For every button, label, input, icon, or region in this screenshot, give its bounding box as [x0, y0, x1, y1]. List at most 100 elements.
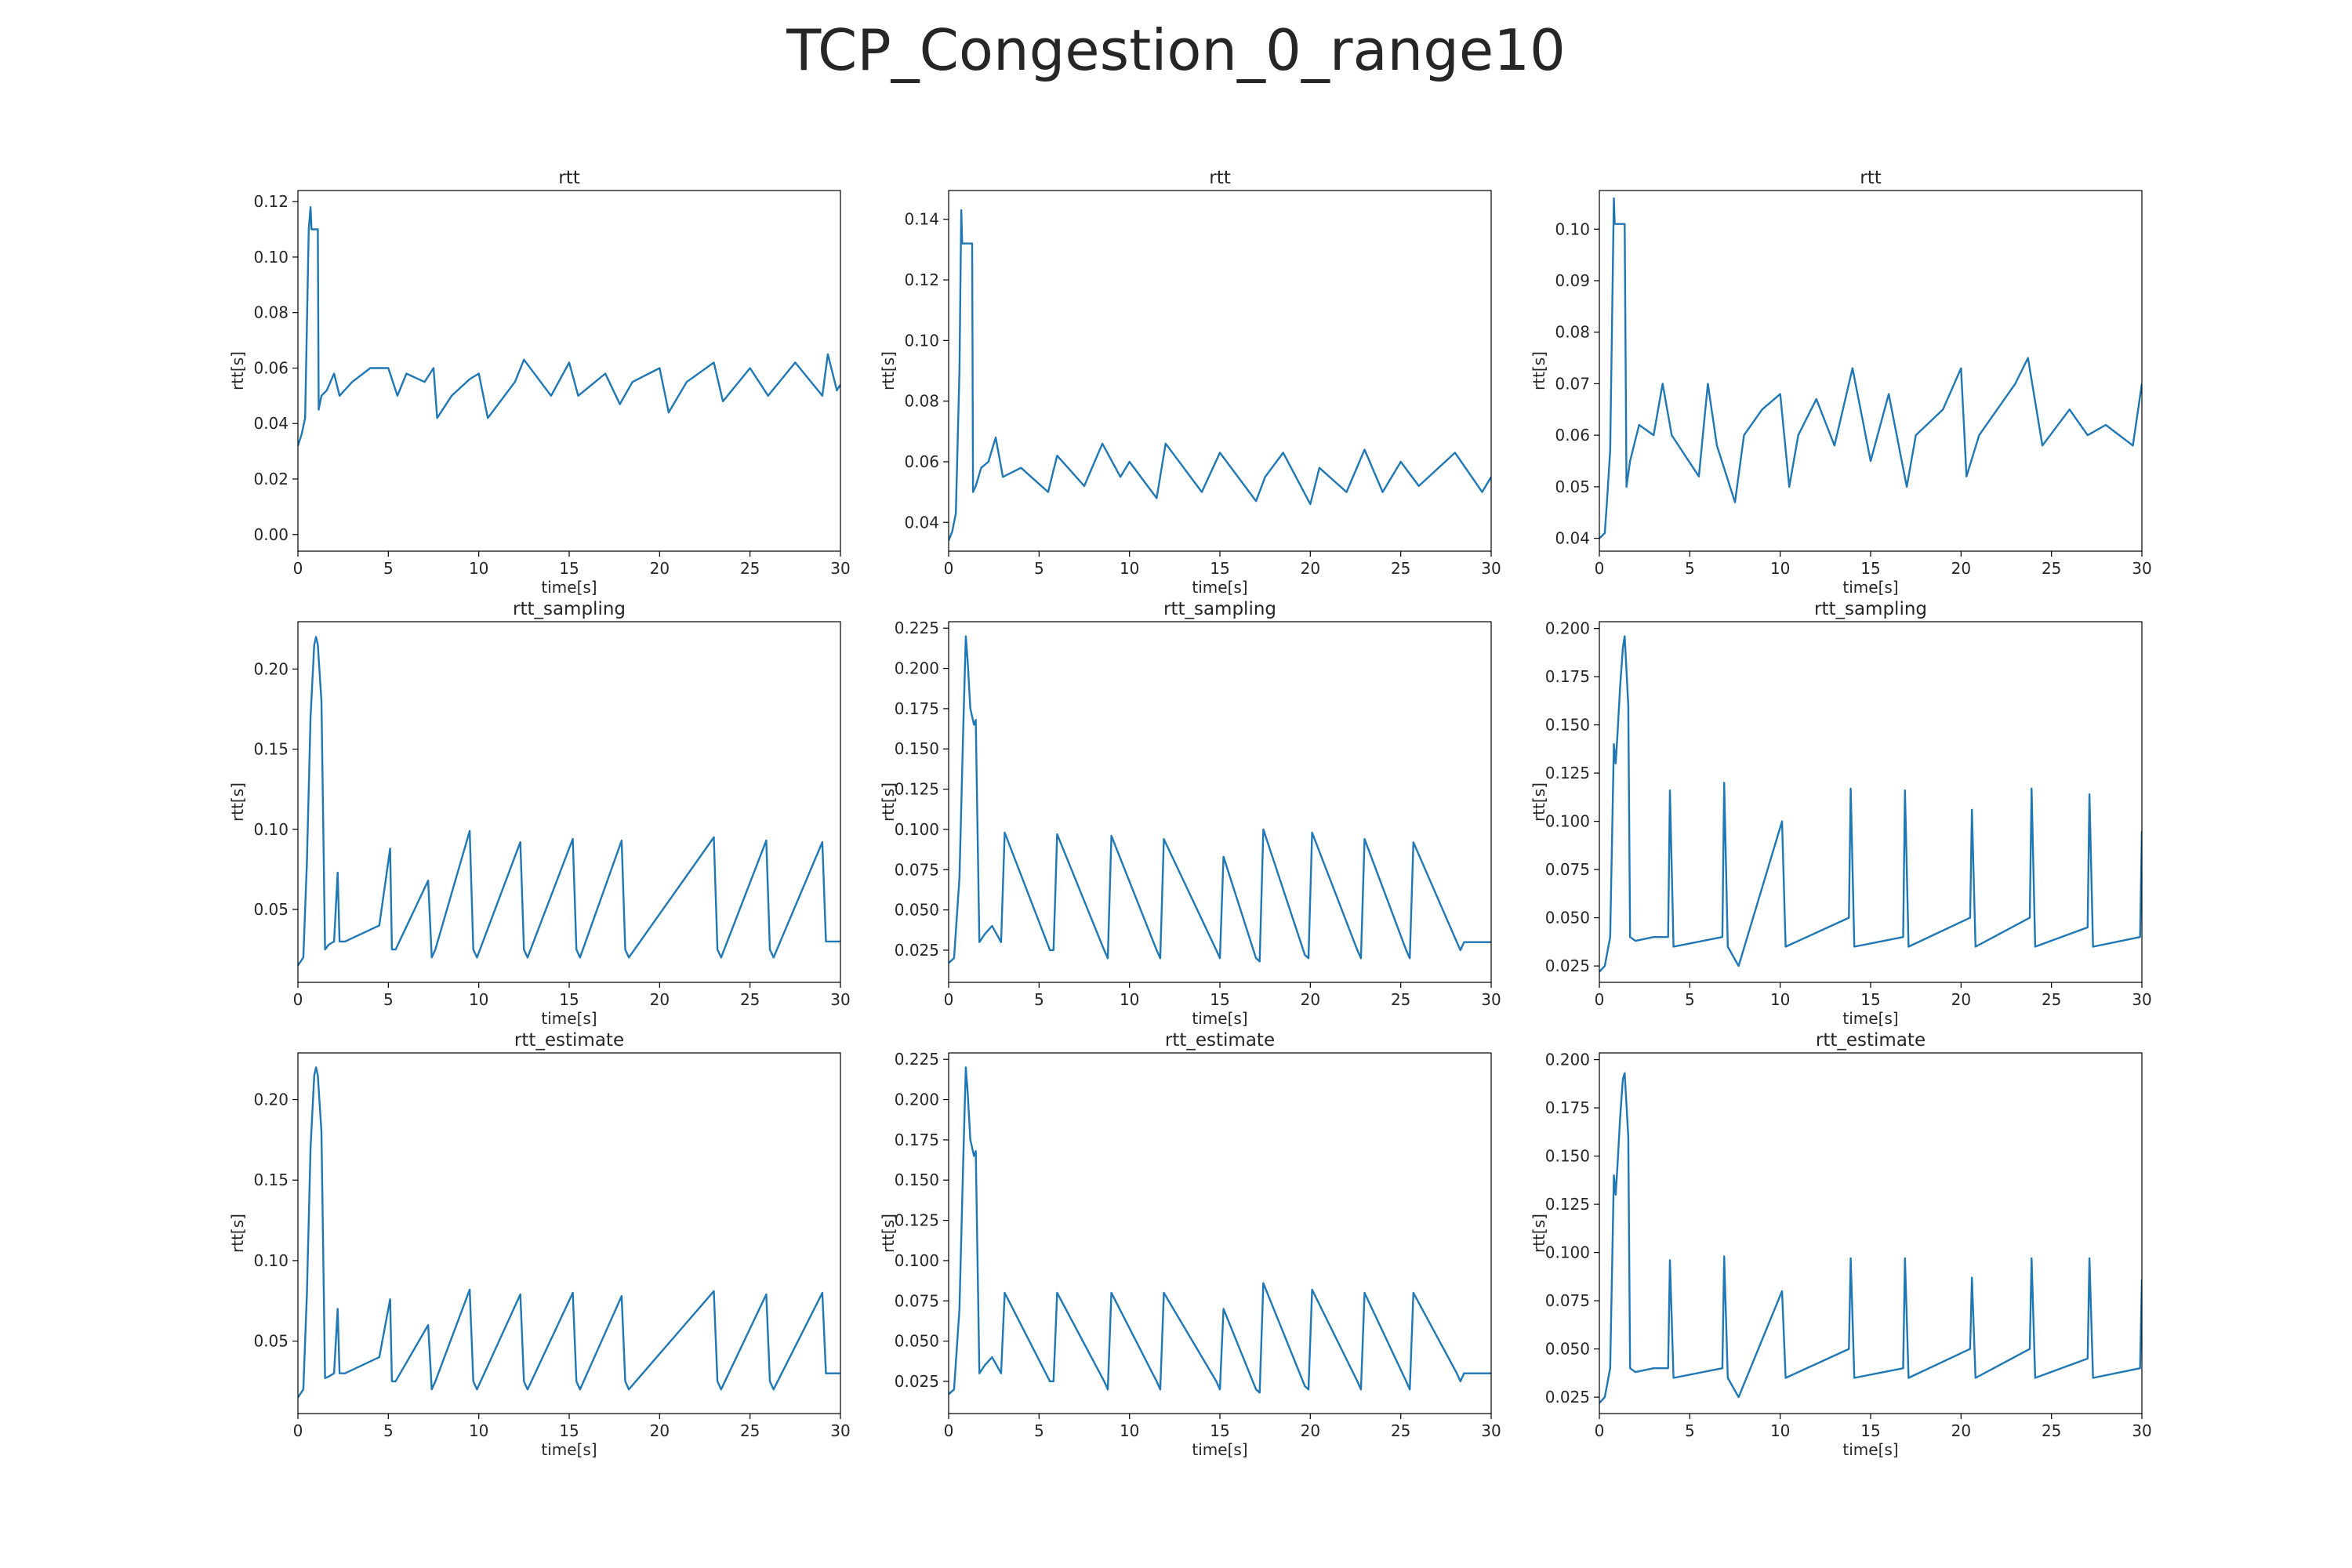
- x-tick-label: 30: [1481, 990, 1501, 1009]
- y-axis-label: rtt[s]: [1530, 782, 1548, 822]
- x-tick-label: 20: [1301, 559, 1320, 578]
- y-tick-label: 0.04: [1555, 529, 1590, 548]
- subplot-title: rtt: [1860, 168, 1882, 188]
- subplot-8: rtt_estimate 0 5 10 15 20 25 30 0.025 0.050 0.075 0…: [879, 1030, 1501, 1459]
- y-tick-label: 0.100: [1545, 812, 1590, 831]
- series-line: [949, 1066, 1491, 1396]
- y-axis-label: rtt[s]: [1530, 1214, 1548, 1253]
- y-tick-label: 0.125: [895, 1211, 939, 1230]
- series-line: [1599, 1072, 2142, 1404]
- x-tick-label: 20: [650, 559, 670, 578]
- plot-frame: [948, 621, 1492, 983]
- x-tick-label: 0: [293, 559, 303, 578]
- y-tick-label: 0.06: [1555, 426, 1590, 445]
- y-tick-label: 0.20: [253, 659, 289, 678]
- y-tick-label: 0.06: [904, 452, 939, 471]
- x-tick-label: 20: [1951, 559, 1971, 578]
- x-tick-label: 20: [1951, 990, 1971, 1009]
- subplot-title: rtt_estimate: [514, 1030, 624, 1051]
- y-tick-label: 0.15: [253, 740, 289, 759]
- x-tick-label: 15: [1210, 990, 1229, 1009]
- plot-frame: [297, 190, 841, 552]
- y-tick-label: 0.175: [1545, 667, 1590, 686]
- y-tick-label: 0.08: [1555, 323, 1590, 342]
- y-tick-label: 0.050: [1545, 1340, 1590, 1359]
- y-tick-label: 0.04: [904, 513, 939, 532]
- y-tick-label: 0.20: [253, 1091, 289, 1109]
- subplot-5: rtt_sampling 0 5 10 15 20 25 30 0.025 0.050 0.075 0…: [879, 599, 1501, 1028]
- series-line: [1599, 635, 2142, 973]
- y-tick-label: 0.150: [895, 739, 939, 758]
- x-tick-label: 25: [1391, 990, 1410, 1009]
- x-tick-label: 25: [740, 559, 760, 578]
- x-tick-label: 0: [944, 990, 954, 1009]
- y-tick-label: 0.100: [1545, 1243, 1590, 1262]
- y-tick-label: 0.075: [895, 1291, 939, 1310]
- x-tick-label: 0: [1595, 990, 1605, 1009]
- plot-frame: [297, 1052, 841, 1414]
- x-tick-label: 15: [1210, 559, 1229, 578]
- x-tick-label: 30: [2132, 990, 2151, 1009]
- y-tick-label: 0.175: [895, 699, 939, 718]
- y-tick-label: 0.025: [1545, 1388, 1590, 1406]
- x-tick-label: 5: [1034, 1421, 1044, 1440]
- y-axis-label: rtt[s]: [1530, 351, 1548, 390]
- y-tick-label: 0.225: [895, 1050, 939, 1069]
- y-tick-label: 0.025: [895, 1372, 939, 1391]
- y-tick-label: 0.050: [895, 901, 939, 920]
- x-tick-label: 0: [1595, 559, 1605, 578]
- x-tick-label: 15: [1860, 1421, 1880, 1440]
- y-tick-label: 0.07: [1555, 374, 1590, 393]
- x-tick-label: 10: [1770, 1421, 1790, 1440]
- y-tick-label: 0.15: [253, 1171, 289, 1189]
- x-axis-label: time[s]: [541, 578, 597, 597]
- y-tick-label: 0.200: [895, 659, 939, 678]
- y-axis-label: rtt[s]: [879, 1214, 898, 1253]
- x-tick-label: 5: [383, 559, 394, 578]
- series-line: [298, 636, 840, 967]
- x-tick-label: 0: [1595, 1421, 1605, 1440]
- y-tick-label: 0.125: [895, 780, 939, 799]
- x-tick-label: 30: [830, 559, 850, 578]
- x-tick-label: 15: [559, 990, 579, 1009]
- plot-frame: [1599, 1052, 2143, 1414]
- y-tick-label: 0.125: [1545, 1195, 1590, 1214]
- y-tick-label: 0.100: [895, 820, 939, 839]
- y-tick-label: 0.04: [253, 414, 289, 433]
- x-tick-label: 5: [383, 1421, 394, 1440]
- x-tick-label: 30: [2132, 1421, 2151, 1440]
- y-tick-label: 0.075: [1545, 1291, 1590, 1310]
- y-tick-label: 0.05: [1555, 477, 1590, 496]
- x-tick-label: 25: [740, 1421, 760, 1440]
- subplot-title: rtt_sampling: [1163, 599, 1276, 619]
- series-line: [949, 635, 1491, 964]
- x-tick-label: 10: [469, 990, 488, 1009]
- x-tick-label: 15: [1860, 559, 1880, 578]
- x-axis-label: time[s]: [1192, 1440, 1247, 1459]
- x-tick-label: 15: [559, 1421, 579, 1440]
- subplot-title: rtt_estimate: [1816, 1030, 1926, 1051]
- x-tick-label: 30: [830, 990, 850, 1009]
- y-axis-label: rtt[s]: [228, 1214, 247, 1253]
- x-tick-label: 15: [1210, 1421, 1229, 1440]
- x-tick-label: 25: [740, 990, 760, 1009]
- y-tick-label: 0.175: [895, 1131, 939, 1149]
- y-tick-label: 0.08: [904, 392, 939, 411]
- y-tick-label: 0.06: [253, 358, 289, 377]
- y-tick-label: 0.075: [1545, 860, 1590, 879]
- x-tick-label: 30: [830, 1421, 850, 1440]
- y-axis-label: rtt[s]: [879, 782, 898, 822]
- y-axis-label: rtt[s]: [879, 351, 898, 390]
- y-tick-label: 0.10: [253, 248, 289, 267]
- series-line: [298, 206, 840, 446]
- x-tick-label: 25: [2042, 990, 2061, 1009]
- subplot-title: rtt_sampling: [513, 599, 626, 619]
- subplot-6: rtt_sampling 0 5 10 15 20 25 30 0.025 0.050 0.075 0…: [1530, 599, 2152, 1028]
- y-tick-label: 0.025: [1545, 956, 1590, 975]
- y-tick-label: 0.050: [895, 1332, 939, 1351]
- series-line: [1599, 197, 2142, 539]
- y-axis-label: rtt[s]: [228, 351, 247, 390]
- x-tick-label: 25: [1391, 1421, 1410, 1440]
- subplot-7: rtt_estimate 0 5 10 15 20 25 30 0.05 0.10 0.15 0.20…: [228, 1030, 851, 1459]
